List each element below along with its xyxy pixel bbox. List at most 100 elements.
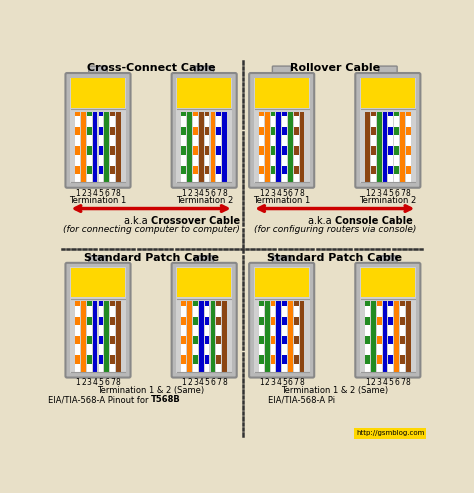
Text: 4: 4	[199, 188, 204, 198]
Bar	[193, 317, 198, 325]
Text: Termination 1: Termination 1	[253, 196, 310, 205]
Bar	[75, 317, 80, 325]
Bar	[81, 111, 86, 182]
Bar	[187, 301, 192, 372]
Bar	[377, 301, 382, 372]
Text: 3: 3	[87, 188, 91, 198]
Bar	[394, 166, 399, 174]
Bar	[193, 355, 198, 364]
Text: (for connecting computer to computer): (for connecting computer to computer)	[63, 225, 239, 234]
Text: 8: 8	[222, 188, 227, 198]
Bar	[400, 355, 405, 364]
Bar	[205, 111, 210, 182]
Bar	[259, 301, 264, 372]
Bar	[361, 78, 415, 107]
Text: Standard Patch Cable: Standard Patch Cable	[267, 253, 402, 263]
Text: 4: 4	[276, 378, 281, 387]
Bar	[216, 146, 221, 155]
Text: 1: 1	[75, 188, 80, 198]
Bar	[406, 146, 410, 155]
Bar	[205, 111, 210, 116]
Bar	[110, 166, 115, 174]
Bar	[294, 336, 299, 345]
Bar	[388, 166, 393, 174]
Text: 7: 7	[400, 188, 405, 198]
Bar	[70, 77, 126, 183]
Text: 7: 7	[400, 378, 405, 387]
Bar	[75, 301, 80, 372]
Text: Crossover Cable: Crossover Cable	[151, 216, 240, 226]
Bar	[216, 317, 221, 325]
Text: 8: 8	[116, 188, 121, 198]
Bar	[222, 111, 227, 182]
FancyBboxPatch shape	[65, 263, 130, 378]
Bar	[288, 111, 293, 182]
Bar	[271, 336, 275, 345]
FancyBboxPatch shape	[379, 66, 397, 77]
Bar	[75, 166, 80, 174]
Bar	[406, 166, 410, 174]
Bar	[388, 301, 393, 306]
Bar	[216, 336, 221, 345]
Bar	[388, 355, 393, 364]
Bar	[282, 301, 287, 306]
Bar	[294, 127, 299, 136]
Text: 3: 3	[193, 378, 198, 387]
Bar	[294, 317, 299, 325]
Bar	[282, 111, 287, 182]
Text: 8: 8	[300, 188, 304, 198]
Bar	[110, 146, 115, 155]
Text: (for configuring routers via console): (for configuring routers via console)	[254, 225, 416, 234]
Bar	[182, 111, 186, 182]
Bar	[70, 267, 126, 373]
Bar	[259, 355, 264, 364]
Bar	[265, 111, 270, 182]
Text: Rollover Cable: Rollover Cable	[290, 63, 380, 73]
Text: Termination 2: Termination 2	[359, 196, 417, 205]
Bar	[276, 301, 281, 372]
Bar	[377, 355, 382, 364]
Bar	[193, 111, 198, 116]
Bar	[259, 317, 264, 325]
Bar	[265, 301, 270, 372]
FancyBboxPatch shape	[273, 256, 291, 267]
Bar	[282, 317, 287, 325]
Bar	[193, 301, 198, 372]
Text: 6: 6	[104, 378, 109, 387]
Text: 1: 1	[365, 378, 370, 387]
Text: Termination 1: Termination 1	[69, 196, 127, 205]
Bar	[400, 301, 405, 306]
Bar	[388, 111, 393, 116]
Text: 5: 5	[205, 378, 210, 387]
Text: T568B: T568B	[151, 395, 181, 404]
Bar	[259, 111, 264, 116]
Bar	[216, 127, 221, 136]
Text: 4: 4	[383, 188, 387, 198]
Bar	[193, 301, 198, 306]
Text: 7: 7	[110, 378, 115, 387]
Text: Standard Patch Cable: Standard Patch Cable	[83, 253, 219, 263]
FancyBboxPatch shape	[356, 73, 420, 188]
FancyBboxPatch shape	[379, 256, 397, 267]
Bar	[116, 301, 121, 372]
Bar	[282, 166, 287, 174]
Bar	[294, 301, 299, 372]
Bar	[110, 127, 115, 136]
Bar	[182, 301, 186, 372]
Bar	[177, 78, 231, 107]
Bar	[371, 166, 376, 174]
Bar	[271, 111, 275, 182]
Text: 1: 1	[259, 188, 264, 198]
FancyBboxPatch shape	[89, 66, 107, 77]
Bar	[294, 301, 299, 306]
Bar	[282, 301, 287, 372]
Bar	[75, 127, 80, 136]
Bar	[400, 336, 405, 345]
Bar	[99, 301, 103, 372]
Bar	[360, 77, 416, 183]
Text: EIA/TIA-568-A Pinout for: EIA/TIA-568-A Pinout for	[48, 395, 151, 404]
Bar	[254, 267, 310, 373]
Bar	[176, 77, 232, 183]
Bar	[259, 301, 264, 306]
Bar	[93, 301, 98, 372]
